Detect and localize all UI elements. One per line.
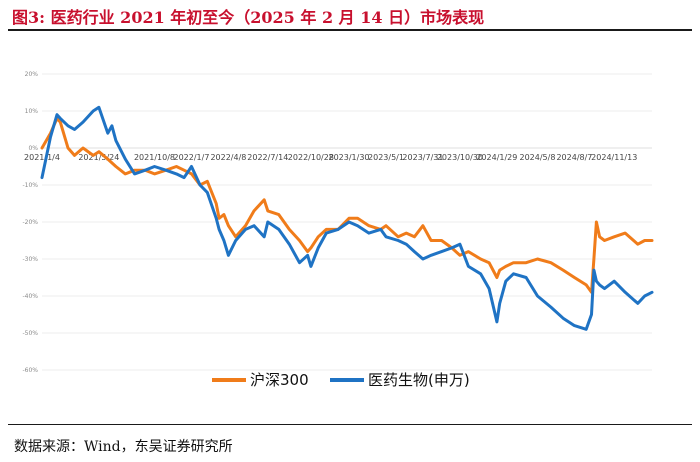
y-tick-label: -50% — [22, 330, 38, 337]
x-tick-label: 2024/1/29 — [476, 153, 517, 162]
x-tick-label: 2021/1/4 — [24, 153, 60, 162]
line-chart: 20% 10% 0% -10% -20% -30% -40% -50% -60% 2021/1/… — [22, 71, 654, 389]
top-rule — [8, 29, 692, 31]
x-tick-label: 2023/7/31 — [402, 153, 443, 162]
legend: 沪深300 医药生物(申万) — [212, 371, 470, 389]
x-tick-label: 2021/10/8 — [134, 153, 175, 162]
x-tick-label: 2024/8/7 — [556, 153, 592, 162]
chart-area: 20% 10% 0% -10% -20% -30% -40% -50% -60% 2021/1/… — [12, 58, 690, 418]
x-tick-label: 2023/10/30 — [437, 153, 483, 162]
x-tick-label: 2024/11/13 — [591, 153, 637, 162]
x-tick-label: 2021/5/24 — [78, 153, 119, 162]
y-tick-label: 10% — [25, 108, 39, 115]
x-tick-label: 2022/1/7 — [173, 153, 209, 162]
x-tick-label: 2022/10/28 — [288, 153, 334, 162]
y-tick-label: 0% — [28, 145, 38, 152]
x-tick-label: 2024/5/8 — [520, 153, 556, 162]
legend-label: 医药生物(申万) — [368, 371, 470, 389]
figure-title: 图3: 医药行业 2021 年初至今（2025 年 2 月 14 日）市场表现 — [12, 8, 485, 27]
series-line-hs300 — [40, 116, 654, 294]
x-tick-label: 2022/7/14 — [247, 153, 288, 162]
series-lines — [40, 105, 654, 331]
y-tick-label: -20% — [22, 219, 38, 226]
y-tick-label: -10% — [22, 182, 38, 189]
x-tick-label: 2023/5/1 — [368, 153, 404, 162]
y-axis-ticks: 20% 10% 0% -10% -20% -30% -40% -50% -60% — [22, 71, 38, 374]
x-tick-label: 2022/4/8 — [210, 153, 246, 162]
y-tick-label: -60% — [22, 367, 38, 374]
y-tick-label: 20% — [25, 71, 39, 78]
y-tick-label: -40% — [22, 293, 38, 300]
source-note: 数据来源：Wind，东吴证券研究所 — [14, 439, 233, 455]
x-tick-label: 2023/1/30 — [329, 153, 370, 162]
y-tick-label: -30% — [22, 256, 38, 263]
legend-label: 沪深300 — [250, 371, 309, 389]
series-line-pharma — [40, 105, 654, 331]
bottom-rule — [8, 424, 692, 425]
